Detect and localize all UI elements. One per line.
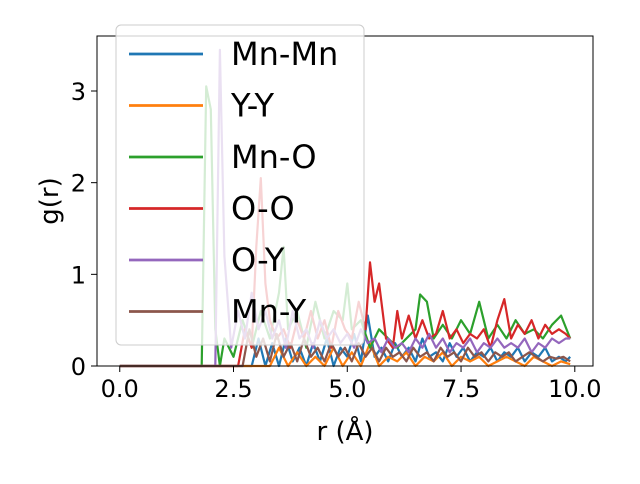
legend-label-mn-mn: Mn-Mn	[231, 35, 338, 73]
legend: Mn-Mn Y-Y Mn-O O-O O-Y Mn-Y	[115, 24, 365, 346]
x-tick-label: 7.5	[442, 375, 480, 403]
x-tick-label: 0.0	[101, 375, 139, 403]
y-axis-label: g(r)	[35, 177, 65, 224]
x-tick-label: 5.0	[328, 375, 366, 403]
legend-label-y-y: Y-Y	[230, 87, 275, 125]
axis-ticks: 0.0 2.5 5.0 7.5 10.0 0 1 2 3	[71, 78, 602, 403]
legend-label-mn-o: Mn-O	[231, 138, 317, 176]
y-tick-label: 1	[71, 261, 86, 289]
y-tick-label: 0	[71, 353, 86, 381]
legend-label-o-o: O-O	[231, 190, 295, 228]
y-tick-label: 2	[71, 170, 86, 198]
legend-label-o-y: O-Y	[231, 241, 285, 279]
series-line-mn-y	[119, 328, 571, 368]
legend-label-mn-y: Mn-Y	[231, 293, 307, 331]
x-axis-label: r (Å)	[316, 415, 373, 447]
x-tick-label: 10.0	[548, 375, 601, 403]
x-tick-label: 2.5	[214, 375, 252, 403]
y-tick-label: 3	[71, 78, 86, 106]
